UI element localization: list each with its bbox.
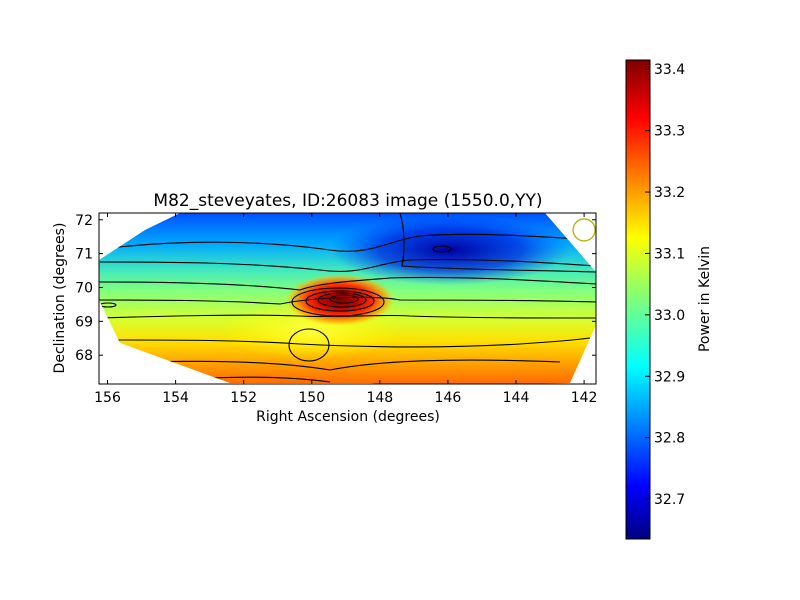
x-axis: 156 154 152 150 148 146 144 142 <box>94 213 597 406</box>
x-tick-label: 156 <box>94 390 121 406</box>
y-tick-label: 72 <box>75 213 93 229</box>
x-tick-label: 154 <box>162 390 189 406</box>
y-tick-label: 71 <box>75 247 93 263</box>
x-tick-label: 152 <box>230 390 257 406</box>
colorbar-tick-label: 33.0 <box>654 308 685 324</box>
x-tick-label: 148 <box>366 390 393 406</box>
colorbar-tick-label: 32.9 <box>654 369 685 385</box>
contour-lines <box>99 213 596 383</box>
colorbar-tick-label: 33.3 <box>654 124 685 140</box>
y-tick-label: 68 <box>75 348 93 364</box>
colorbar-tick-label: 33.2 <box>654 185 685 201</box>
colorbar-tick-label: 33.1 <box>654 246 685 262</box>
x-tick-label: 150 <box>298 390 325 406</box>
colorbar-tick-label: 32.8 <box>654 431 685 447</box>
x-tick-label: 142 <box>571 390 598 406</box>
beam-marker <box>572 218 596 242</box>
heatmap-image <box>99 213 596 384</box>
x-tick-label: 146 <box>435 390 462 406</box>
x-axis-label: Right Ascension (degrees) <box>256 409 440 425</box>
plot-frame <box>98 212 597 385</box>
colorbar-label: Power in Kelvin <box>697 246 713 352</box>
y-axis: 68 69 70 71 72 <box>75 213 596 364</box>
colorbar-ticks: 32.7 32.8 32.9 33.0 33.1 33.2 33.3 33.4 <box>645 62 685 508</box>
colorbar <box>625 59 651 540</box>
colorbar-tick-label: 32.7 <box>654 492 685 508</box>
colorbar-tick-label: 33.4 <box>654 62 685 78</box>
x-tick-label: 144 <box>503 390 530 406</box>
y-tick-label: 70 <box>75 280 93 296</box>
chart-title: M82_steveyates, ID:26083 image (1550.0,Y… <box>153 191 542 211</box>
y-axis-label: Declination (degrees) <box>52 223 68 374</box>
y-tick-label: 69 <box>75 314 93 330</box>
